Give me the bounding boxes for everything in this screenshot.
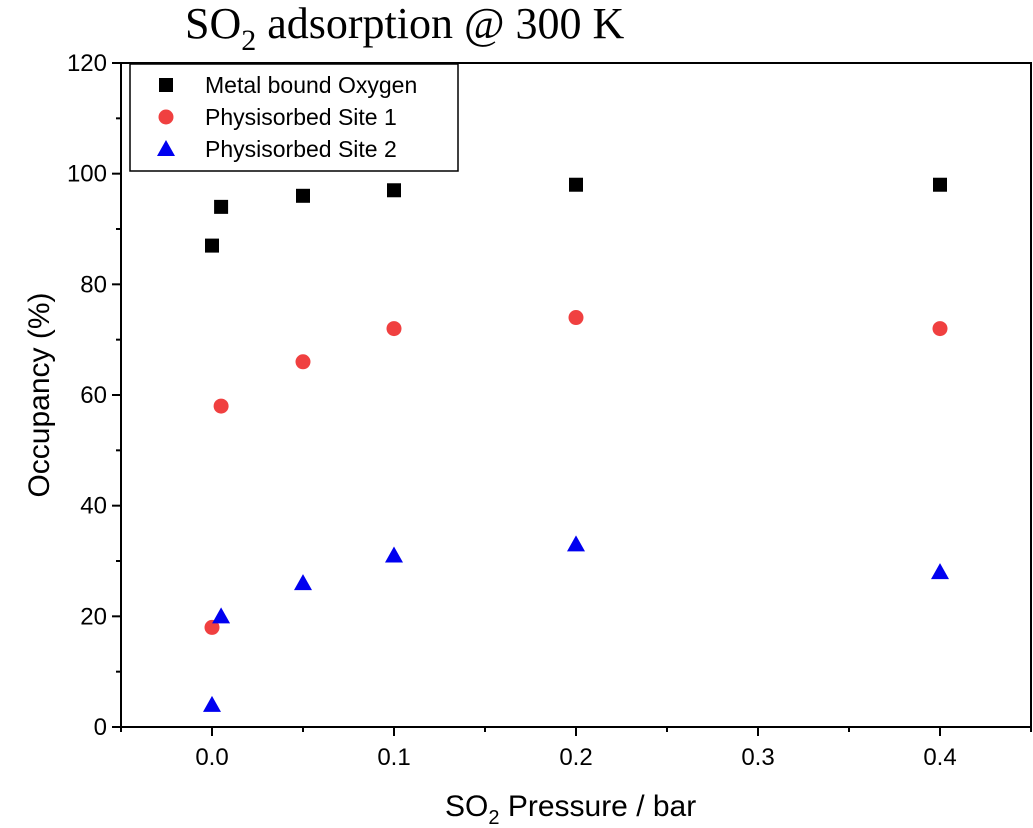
point-metal-bound-oxygen: [214, 199, 229, 214]
y-tick-label: 80: [80, 271, 107, 298]
point-physisorbed-site-2: [385, 546, 403, 563]
x-tick-label: 0.3: [741, 744, 774, 771]
point-physisorbed-site-2: [212, 607, 231, 624]
x-axis-tick-labels: 0.0 0.1 0.2 0.3 0.4: [195, 744, 956, 771]
y-axis-tick-labels: 0 20 40 60 80 100 120: [67, 50, 107, 741]
legend: Metal bound Oxygen Physisorbed Site 1 Phys…: [129, 63, 459, 172]
y-tick-label: 100: [67, 161, 107, 188]
legend-marker-triangle-icon: [157, 140, 175, 156]
x-axis-label-subscript: 2: [488, 807, 499, 828]
point-metal-bound-oxygen: [296, 188, 310, 203]
point-physisorbed-site-1: [295, 354, 311, 370]
x-tick-label: 0.4: [923, 744, 956, 771]
point-physisorbed-site-1: [204, 619, 220, 635]
legend-label: Physisorbed Site 2: [205, 136, 397, 162]
point-metal-bound-oxygen: [387, 183, 401, 198]
legend-label: Metal bound Oxygen: [205, 72, 417, 98]
legend-marker-circle-icon: [158, 109, 174, 125]
y-tick-label: 20: [80, 603, 107, 630]
point-physisorbed-site-2: [567, 535, 585, 552]
chart-title-subscript: 2: [241, 24, 256, 57]
y-tick-label: 60: [80, 382, 107, 409]
y-tick-label: 120: [67, 50, 107, 77]
y-tick-label: 40: [80, 493, 107, 520]
point-physisorbed-site-2: [931, 563, 949, 580]
point-physisorbed-site-1: [386, 321, 402, 337]
point-physisorbed-site-1: [213, 398, 229, 414]
point-metal-bound-oxygen: [205, 238, 219, 253]
data-points: [203, 177, 949, 712]
x-tick-label: 0.2: [559, 744, 592, 771]
point-physisorbed-site-1: [932, 321, 948, 337]
point-metal-bound-oxygen: [933, 177, 947, 192]
chart-title-main: SO: [185, 0, 241, 48]
legend-marker-square-icon: [159, 78, 173, 92]
x-axis-ticks: [120, 727, 1032, 736]
x-axis-label-rest: Pressure / bar: [499, 790, 696, 823]
point-physisorbed-site-2: [203, 695, 221, 712]
x-axis-label: SO2 Pressure / bar: [445, 790, 696, 828]
x-tick-label: 0.1: [377, 744, 410, 771]
point-physisorbed-site-2: [294, 574, 312, 591]
chart-title: SO2 adsorption @ 300 K: [185, 0, 625, 57]
legend-label: Physisorbed Site 1: [205, 104, 397, 130]
y-tick-label: 0: [94, 714, 107, 741]
x-axis-label-main: SO: [445, 790, 488, 823]
point-metal-bound-oxygen: [569, 177, 583, 192]
legend-box: [129, 63, 459, 172]
point-physisorbed-site-1: [568, 310, 584, 326]
x-tick-label: 0.0: [195, 744, 228, 771]
chart-title-rest: adsorption @ 300 K: [256, 0, 624, 48]
y-axis-label: Occupancy (%): [23, 292, 56, 497]
y-axis-ticks: [112, 62, 121, 728]
